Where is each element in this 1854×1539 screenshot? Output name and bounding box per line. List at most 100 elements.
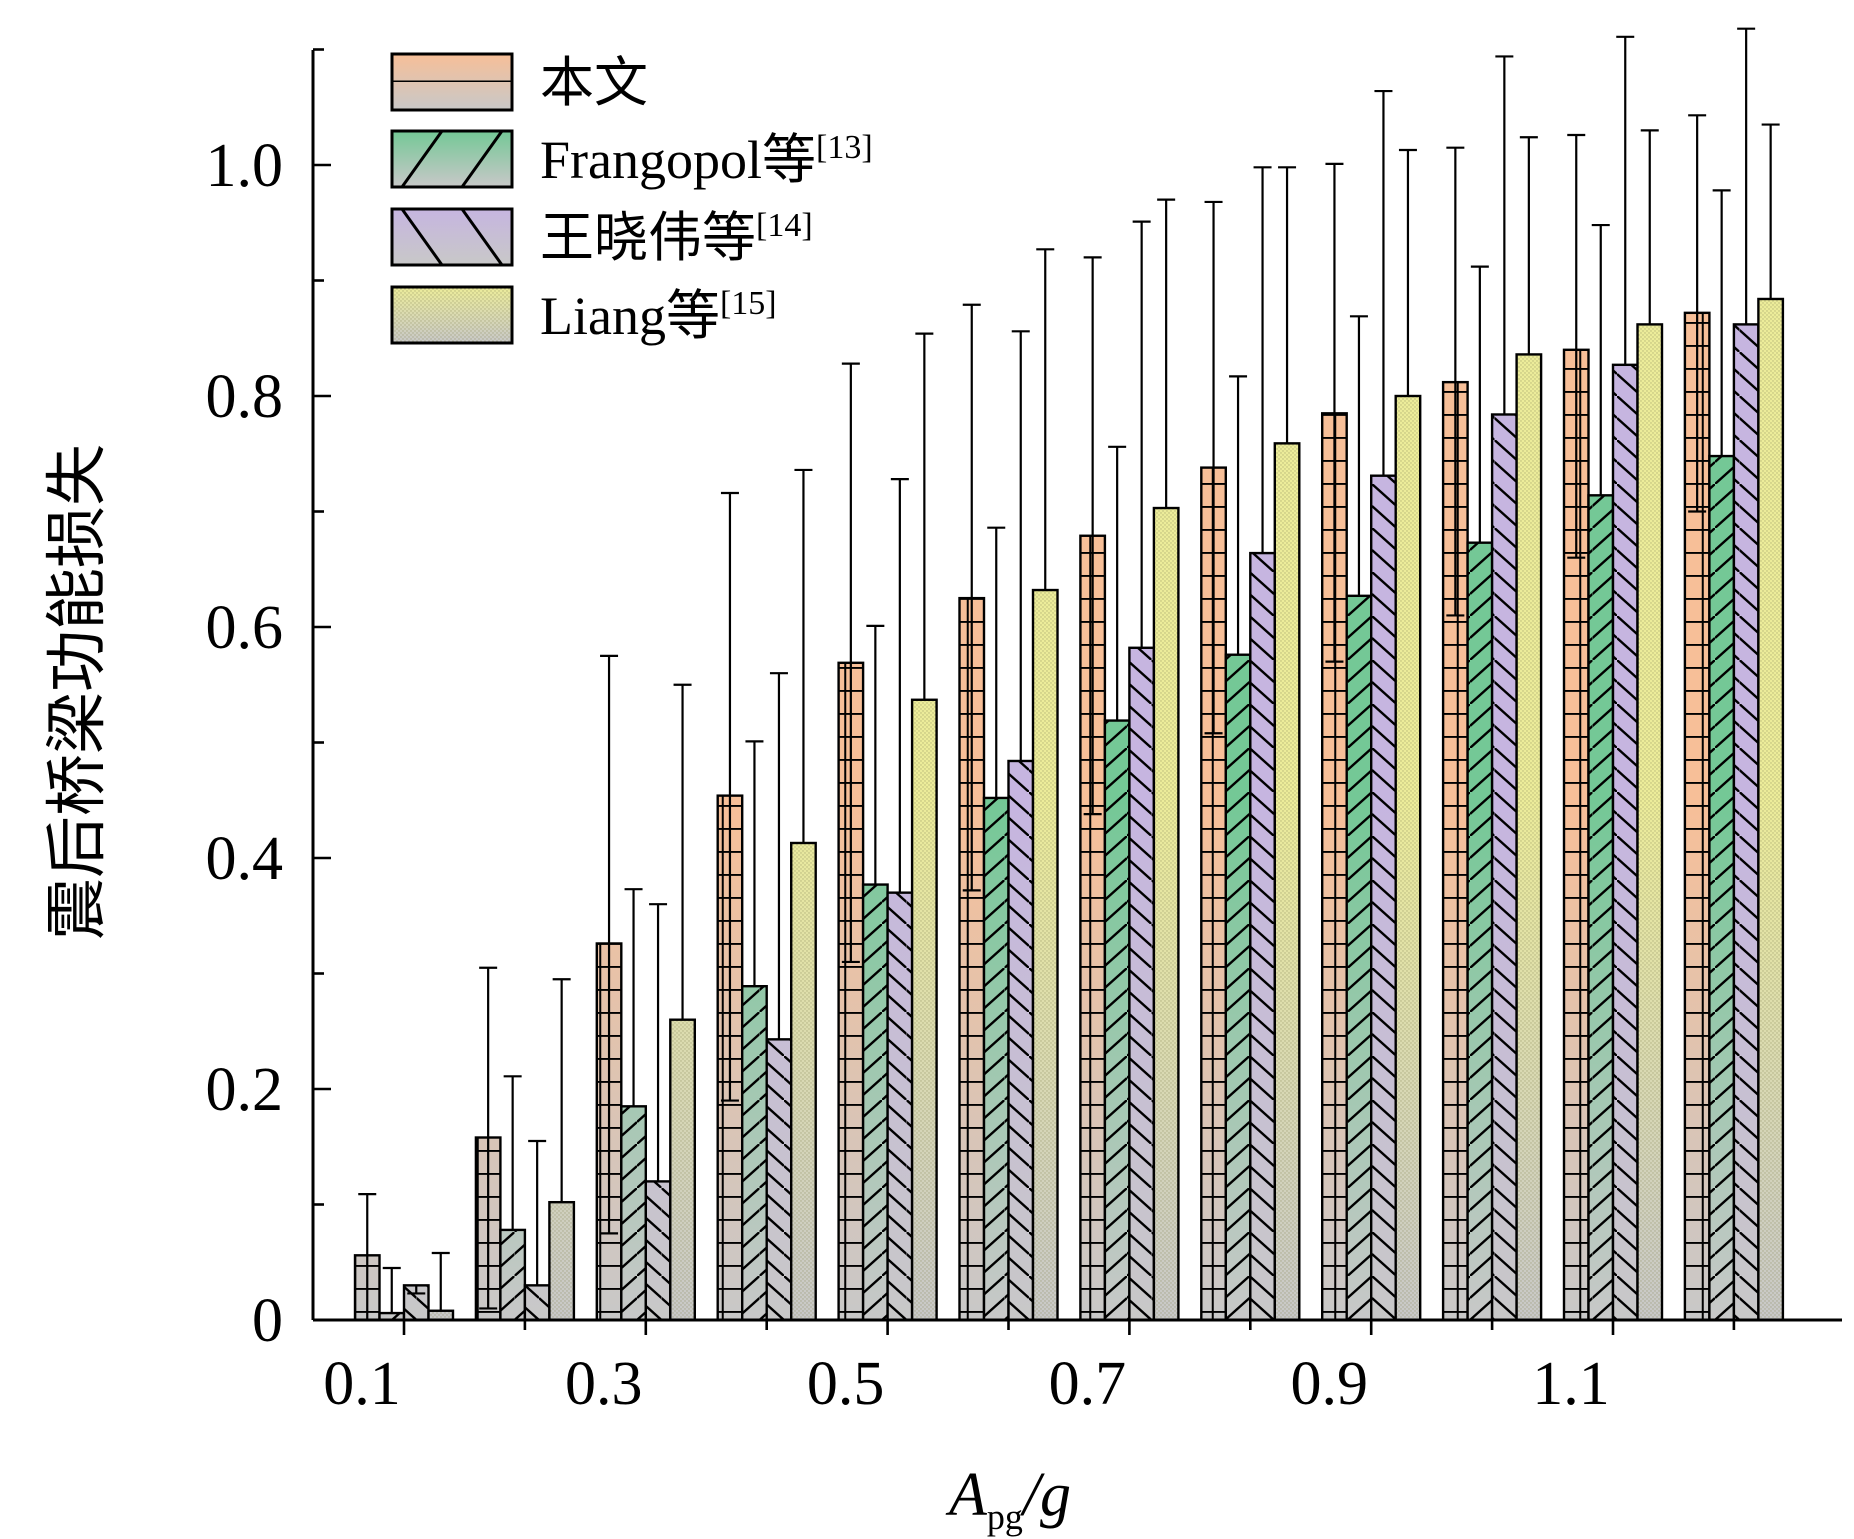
bar-pattern (861, 883, 889, 1322)
bar-frangopol (982, 796, 1010, 1322)
bar-wangxiaowei (644, 1180, 672, 1322)
bar-pattern (1490, 413, 1518, 1322)
bar-frangopol (861, 883, 889, 1322)
legend-swatch-pattern (390, 52, 514, 112)
bar-wangxiaowei (1490, 413, 1518, 1322)
bar-pattern (1273, 442, 1301, 1322)
bar-wangxiaowei (1007, 759, 1035, 1322)
y-tick-label: 0.8 (206, 363, 284, 431)
bar-frangopol (1224, 653, 1252, 1322)
bar-pattern (644, 1180, 672, 1322)
bar-pattern (1345, 594, 1373, 1322)
x-tick-label: 0.9 (1290, 1350, 1368, 1418)
x-tick-label: 0.7 (1049, 1350, 1127, 1418)
bar-frangopol (1103, 719, 1131, 1322)
y-tick-label: 0.6 (206, 594, 284, 662)
legend-item-wangxiaowei: 王晓伟等[14] (390, 207, 813, 268)
bar-wangxiaowei (765, 1038, 793, 1322)
bar-frangopol (499, 1228, 527, 1322)
bar-wangxiaowei (1369, 474, 1397, 1322)
bar-pattern (1587, 494, 1615, 1322)
x-tick-label: 0.1 (323, 1350, 401, 1418)
y-tick-label: 0.4 (206, 825, 284, 893)
bar-pattern (1007, 759, 1035, 1322)
bar-liang (1636, 323, 1664, 1322)
bar-liang (790, 841, 817, 1322)
legend-label-frangopol-ref: [13] (816, 129, 873, 166)
bar-liang (1394, 394, 1422, 1322)
bar-pattern (910, 698, 938, 1322)
legend-label-benwen-main: 本文 (540, 53, 648, 113)
bar-pattern (669, 1018, 696, 1322)
bar-pattern (1466, 541, 1494, 1322)
bars-layer (353, 297, 1785, 1322)
bar-wangxiaowei (523, 1284, 551, 1322)
legend: 本文 Frangopol等[13] 王晓伟等[14] Liang等[15] (390, 52, 873, 346)
bar-pattern (886, 891, 914, 1322)
bar-liang (1515, 353, 1543, 1322)
x-axis-title: Apg/g (945, 1461, 1071, 1537)
legend-label-wangxiaowei: 王晓伟等[14] (540, 207, 813, 268)
legend-label-liang-main: Liang等 (540, 286, 720, 346)
x-axis-title-main: A (945, 1461, 988, 1529)
x-axis-title-tail: /g (1020, 1461, 1071, 1529)
legend-item-frangopol: Frangopol等[13] (390, 129, 873, 190)
x-tick-label: 0.5 (807, 1350, 885, 1418)
bar-pattern (1128, 646, 1156, 1322)
legend-swatch-pattern (390, 207, 514, 267)
bar-pattern (1732, 323, 1760, 1322)
bar-pattern (523, 1284, 551, 1322)
bar-pattern (1636, 323, 1664, 1322)
x-tick-label: 1.1 (1532, 1350, 1610, 1418)
y-tick-label: 0 (252, 1287, 283, 1355)
bar-pattern (1249, 551, 1277, 1322)
legend-swatch-pattern (390, 129, 514, 189)
x-tick-label: 0.3 (565, 1350, 643, 1418)
legend-label-wangxiaowei-ref: [14] (756, 207, 813, 244)
legend-label-liang: Liang等[15] (540, 285, 777, 346)
bar-pattern (1031, 588, 1059, 1322)
bar-pattern (548, 1200, 576, 1322)
legend-label-frangopol-main: Frangopol等 (540, 130, 816, 190)
bar-pattern (1611, 363, 1639, 1322)
bar-pattern (1103, 719, 1131, 1322)
bar-pattern (790, 841, 817, 1322)
bar-frangopol (1587, 494, 1615, 1322)
bar-pattern (1515, 353, 1543, 1322)
bar-frangopol (741, 985, 768, 1322)
legend-label-benwen: 本文 (540, 53, 648, 113)
bar-pattern (1757, 297, 1785, 1322)
bar-pattern (982, 796, 1010, 1322)
x-axis-title-sub: pg (987, 1497, 1023, 1537)
bar-pattern (499, 1228, 527, 1322)
bar-wangxiaowei (402, 1284, 430, 1322)
y-tick-label: 1.0 (206, 132, 284, 200)
bar-liang (1757, 297, 1785, 1322)
bar-wangxiaowei (886, 891, 914, 1322)
bar-liang (669, 1018, 696, 1322)
legend-item-liang: Liang等[15] (390, 285, 777, 346)
bar-liang (1273, 442, 1301, 1322)
y-axis-title: 震后桥梁功能损失 (44, 444, 112, 940)
bar-pattern (765, 1038, 793, 1322)
bar-liang (1031, 588, 1059, 1322)
tick-labels-layer: 0 0.2 0.4 0.6 0.8 1.0 0.1 0.3 0.5 0.7 0.9 1.1 (206, 132, 1610, 1418)
legend-swatch-pattern (390, 285, 514, 345)
legend-item-benwen: 本文 (390, 52, 648, 113)
bar-wangxiaowei (1611, 363, 1639, 1322)
legend-label-liang-ref: [15] (720, 285, 777, 322)
bar-liang (548, 1200, 576, 1322)
error-bars-layer (358, 27, 1780, 1322)
bar-pattern (620, 1105, 647, 1322)
bar-wangxiaowei (1128, 646, 1156, 1322)
axes-layer (311, 48, 1842, 1335)
bar-liang (910, 698, 938, 1322)
legend-label-wangxiaowei-main: 王晓伟等 (540, 208, 756, 268)
bar-pattern (1394, 394, 1422, 1322)
y-tick-label: 0.2 (206, 1056, 284, 1124)
bar-frangopol (1345, 594, 1373, 1322)
bar-pattern (741, 985, 768, 1322)
bar-pattern (1369, 474, 1397, 1322)
bar-pattern (1152, 506, 1180, 1322)
